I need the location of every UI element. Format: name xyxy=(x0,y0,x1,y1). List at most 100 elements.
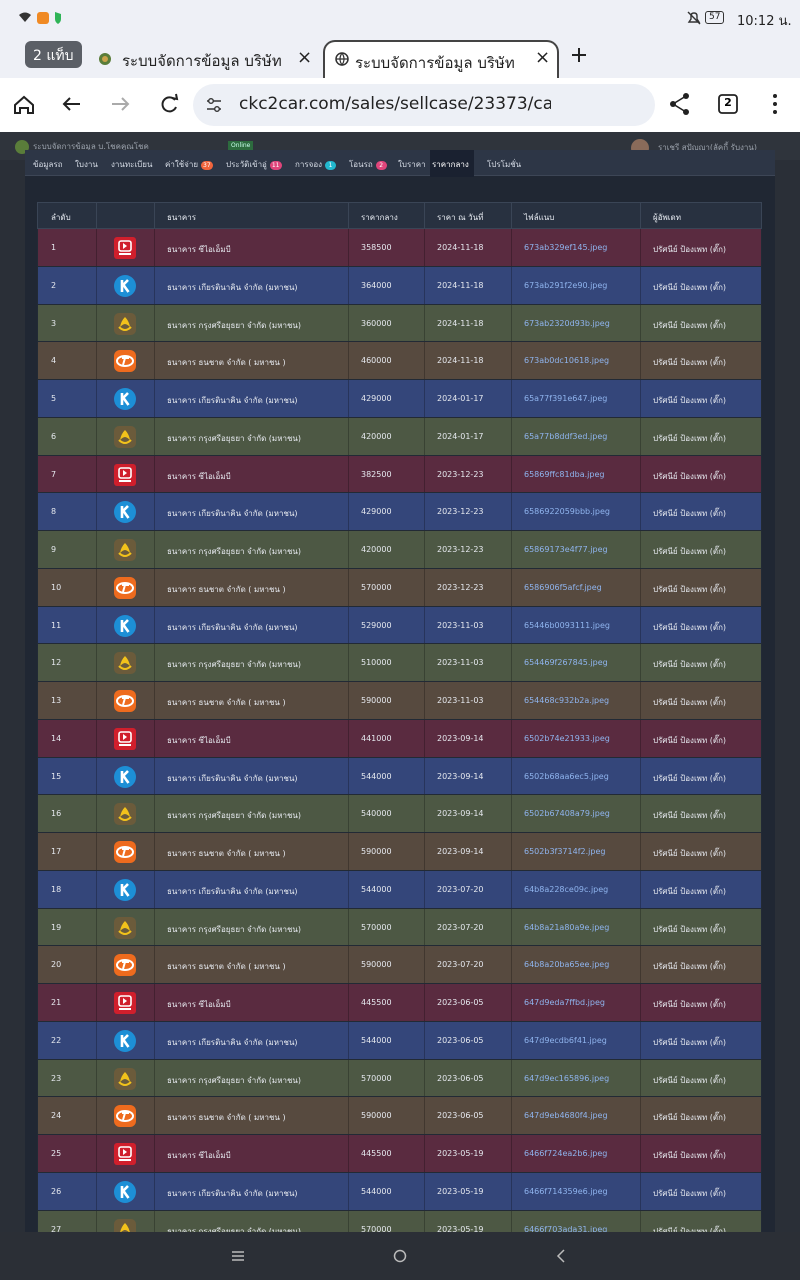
active-tab[interactable]: ระบบจัดการข้อมูล บริษัท × xyxy=(323,40,559,78)
omnibox[interactable]: ckc2car.com/sales/sellcase/23373/ca xyxy=(193,84,655,126)
nav-tab[interactable]: งานทะเบียน xyxy=(109,150,157,176)
file-link[interactable]: 6466f724ea2b6.jpeg xyxy=(524,1149,608,1158)
column-divider xyxy=(154,833,155,870)
column-divider xyxy=(640,1135,641,1172)
column-divider xyxy=(348,1135,349,1172)
column-divider xyxy=(348,1021,349,1059)
file-link[interactable]: 673ab0dc10618.jpeg xyxy=(524,356,610,366)
bank-logo xyxy=(114,803,136,826)
file-link[interactable]: 64b8a20ba65ee.jpeg xyxy=(524,960,610,970)
file-link[interactable]: 6502b67408a79.jpeg xyxy=(524,809,610,819)
file-link[interactable]: 65a77f391e647.jpeg xyxy=(524,394,608,403)
file-link[interactable]: 647d9ec165896.jpeg xyxy=(524,1073,610,1083)
row-number: 17 xyxy=(51,847,62,856)
file-link[interactable]: 64b8a228ce09c.jpeg xyxy=(524,884,609,894)
date: 2023-12-23 xyxy=(437,469,484,479)
date: 2023-12-23 xyxy=(437,507,484,517)
tab-switcher[interactable]: 2 xyxy=(724,96,732,109)
tab-count[interactable]: 2 แท็บ xyxy=(25,41,82,68)
file-link[interactable]: 6586906f5afcf.jpeg xyxy=(524,582,602,592)
file-link[interactable]: 64b8a21a80a9e.jpeg xyxy=(524,922,610,932)
row-number: 9 xyxy=(51,545,57,554)
file-link[interactable]: 6502b3f3714f2.jpeg xyxy=(524,847,606,856)
nav-label: ข้อมูลรถ xyxy=(33,160,63,169)
table-row: 14 ธนาคาร ซีไอเอ็มบี 441000 2023-09-14 6502b… xyxy=(37,719,762,758)
file-link[interactable]: 6466f703ada31.jpeg xyxy=(524,1224,608,1233)
file-link[interactable]: 65869173e4f77.jpeg xyxy=(524,545,608,554)
row-number: 10 xyxy=(51,582,62,592)
column-divider xyxy=(511,870,512,908)
badge: 1 xyxy=(325,161,337,170)
column-header: ลำดับ xyxy=(51,213,71,222)
price: 510000 xyxy=(361,658,392,668)
nav-tab[interactable]: ค่าใช้จ่าย 37 xyxy=(163,150,218,176)
bank-name: ธนาคาร เกียรตินาคิน จำกัด (มหาชน) xyxy=(167,773,298,783)
column-divider xyxy=(640,795,641,832)
row-number: 4 xyxy=(51,356,57,366)
bank-name: ธนาคาร ธนชาต จำกัด ( มหาชน ) xyxy=(167,698,286,707)
nav-tab[interactable]: การจอง 1 xyxy=(293,150,341,176)
new-tab[interactable] xyxy=(570,46,588,64)
system-nav xyxy=(0,1232,800,1280)
table-row: 21 ธนาคาร ซีไอเอ็มบี 445500 2023-06-05 647d9… xyxy=(37,984,762,1022)
file-link[interactable]: 647d9eda7ffbd.jpeg xyxy=(524,998,605,1007)
badge: 2 xyxy=(375,161,387,170)
column-divider xyxy=(424,455,425,493)
bank-name: ธนาคาร กรุงศรีอยุธยา จำกัด (มหาชน) xyxy=(167,924,301,934)
nav-tab[interactable]: โอนรถ 2 xyxy=(347,150,392,176)
nav-label: ค่าใช้จ่าย xyxy=(165,160,199,169)
file-link[interactable]: 6502b68aa6ec5.jpeg xyxy=(524,771,609,781)
nav-label: ประวัติเข้าอู่ xyxy=(226,160,267,169)
bank-logo xyxy=(114,1180,136,1203)
file-link[interactable]: 673ab291f2e90.jpeg xyxy=(524,280,608,290)
column-divider xyxy=(96,531,97,568)
file-link[interactable]: 647d9eb4680f4.jpeg xyxy=(524,1111,608,1121)
column-divider xyxy=(424,568,425,606)
bank-logo xyxy=(114,274,136,297)
tab-close[interactable]: × xyxy=(297,47,313,68)
price: 420000 xyxy=(361,545,392,554)
table-row: 18 ธนาคาร เกียรตินาคิน จำกัด (มหาชน) 54400… xyxy=(37,870,762,909)
nav-label: ใบราคา xyxy=(398,160,426,169)
table-row: 17 ธนาคาร ธนชาต จำกัด ( มหาชน ) 590000 2023… xyxy=(37,833,762,871)
bank-logo xyxy=(114,916,136,939)
column-divider xyxy=(424,908,425,946)
file-link[interactable]: 654468c932b2a.jpeg xyxy=(524,696,610,705)
column-divider xyxy=(511,266,512,304)
file-link[interactable]: 65446b0093111.jpeg xyxy=(524,620,610,630)
file-link[interactable]: 654469f267845.jpeg xyxy=(524,658,608,668)
battery: 57 xyxy=(705,11,725,24)
nav-tab[interactable]: ใบงาน xyxy=(73,150,103,176)
file-link[interactable]: 673ab2320d93b.jpeg xyxy=(524,318,610,328)
column-divider xyxy=(154,1097,155,1134)
table-row: 7 ธนาคาร ซีไอเอ็มบี 382500 2023-12-23 65869f… xyxy=(37,455,762,494)
nav-tab[interactable]: ประวัติเข้าอู่ 11 xyxy=(224,150,287,176)
file-link[interactable]: 6502b74e21933.jpeg xyxy=(524,733,610,743)
tab[interactable]: ระบบจัดการข้อมูล บริษัท × xyxy=(92,40,322,78)
nav-tab[interactable]: โปรโมชั่น xyxy=(485,150,526,176)
nav-tab[interactable]: ข้อมูลรถ xyxy=(31,150,68,176)
table-row: 26 ธนาคาร เกียรตินาคิน จำกัด (มหาชน) 54400… xyxy=(37,1172,762,1211)
file-link[interactable]: 647d9ecdb6f41.jpeg xyxy=(524,1035,607,1045)
file-link[interactable]: 65869ffc81dba.jpeg xyxy=(524,469,605,479)
column-divider xyxy=(424,531,425,568)
date: 2023-06-05 xyxy=(437,1035,484,1045)
row-number: 23 xyxy=(51,1073,62,1083)
column-divider xyxy=(424,304,425,342)
column-divider xyxy=(348,946,349,983)
row-number: 7 xyxy=(51,469,57,479)
nav-tab[interactable]: ราคากลาง xyxy=(430,150,474,177)
file-link[interactable]: 6586922059bbb.jpeg xyxy=(524,507,610,517)
column-divider xyxy=(424,203,425,230)
price: 429000 xyxy=(361,507,392,517)
file-link[interactable]: 6466f714359e6.jpeg xyxy=(524,1186,608,1196)
file-link[interactable]: 673ab329ef145.jpeg xyxy=(524,243,608,252)
site-settings[interactable] xyxy=(205,97,223,113)
column-divider xyxy=(640,908,641,946)
updater: ปรัศนีย์ ป้องเพท (ตั๊ก) xyxy=(653,433,727,443)
tab-close[interactable]: × xyxy=(535,47,551,68)
column-divider xyxy=(348,833,349,870)
nav-tab[interactable]: ใบราคา xyxy=(396,150,431,176)
file-link[interactable]: 65a77b8ddf3ed.jpeg xyxy=(524,431,608,441)
bank-name: ธนาคาร เกียรตินาคิน จำกัด (มหาชน) xyxy=(167,886,298,896)
